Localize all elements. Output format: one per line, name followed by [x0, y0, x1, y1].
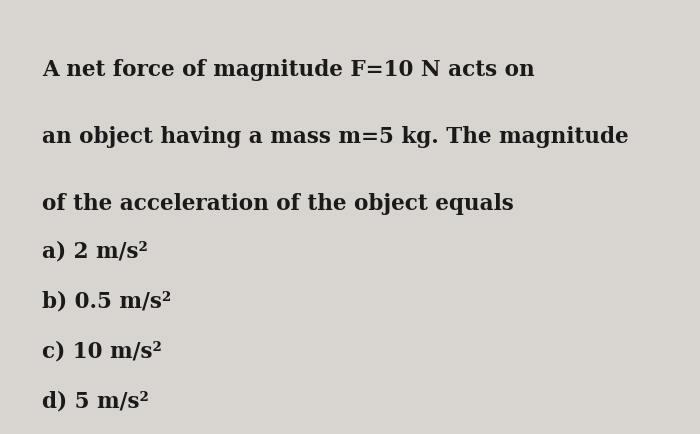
- Text: of the acceleration of the object equals: of the acceleration of the object equals: [42, 193, 514, 215]
- Text: A net force of magnitude F=10 N acts on: A net force of magnitude F=10 N acts on: [42, 59, 535, 81]
- Text: b) 0.5 m/s²: b) 0.5 m/s²: [42, 291, 172, 313]
- Text: a) 2 m/s²: a) 2 m/s²: [42, 241, 148, 263]
- Text: an object having a mass m=5 kg. The magnitude: an object having a mass m=5 kg. The magn…: [42, 126, 629, 148]
- Text: c) 10 m/s²: c) 10 m/s²: [42, 341, 162, 363]
- Text: d) 5 m/s²: d) 5 m/s²: [42, 391, 149, 413]
